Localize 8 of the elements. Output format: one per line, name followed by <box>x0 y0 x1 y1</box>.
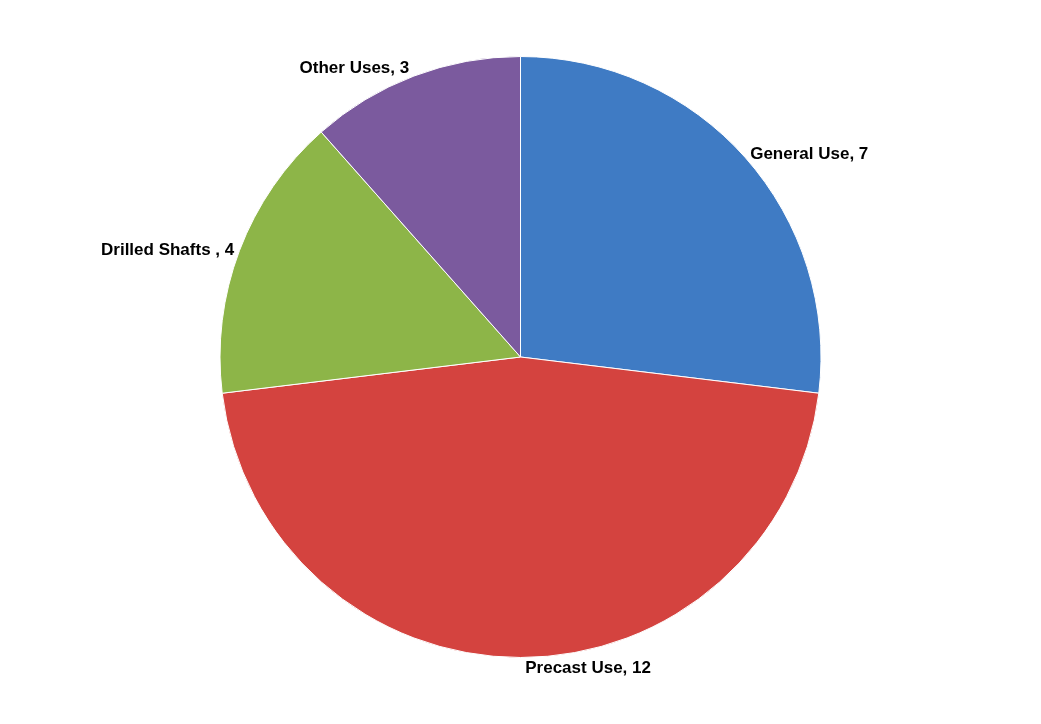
data-label: , 3 <box>390 58 410 78</box>
slice-label: Precast Use <box>525 657 623 677</box>
slice-label: General Use <box>750 144 850 164</box>
slice-label: Drilled Shafts <box>101 239 216 259</box>
data-label: , 4 <box>215 239 235 259</box>
slice-label: Other Uses <box>299 58 391 78</box>
data-label: , 7 <box>849 144 869 164</box>
data-label: , 12 <box>622 657 651 677</box>
